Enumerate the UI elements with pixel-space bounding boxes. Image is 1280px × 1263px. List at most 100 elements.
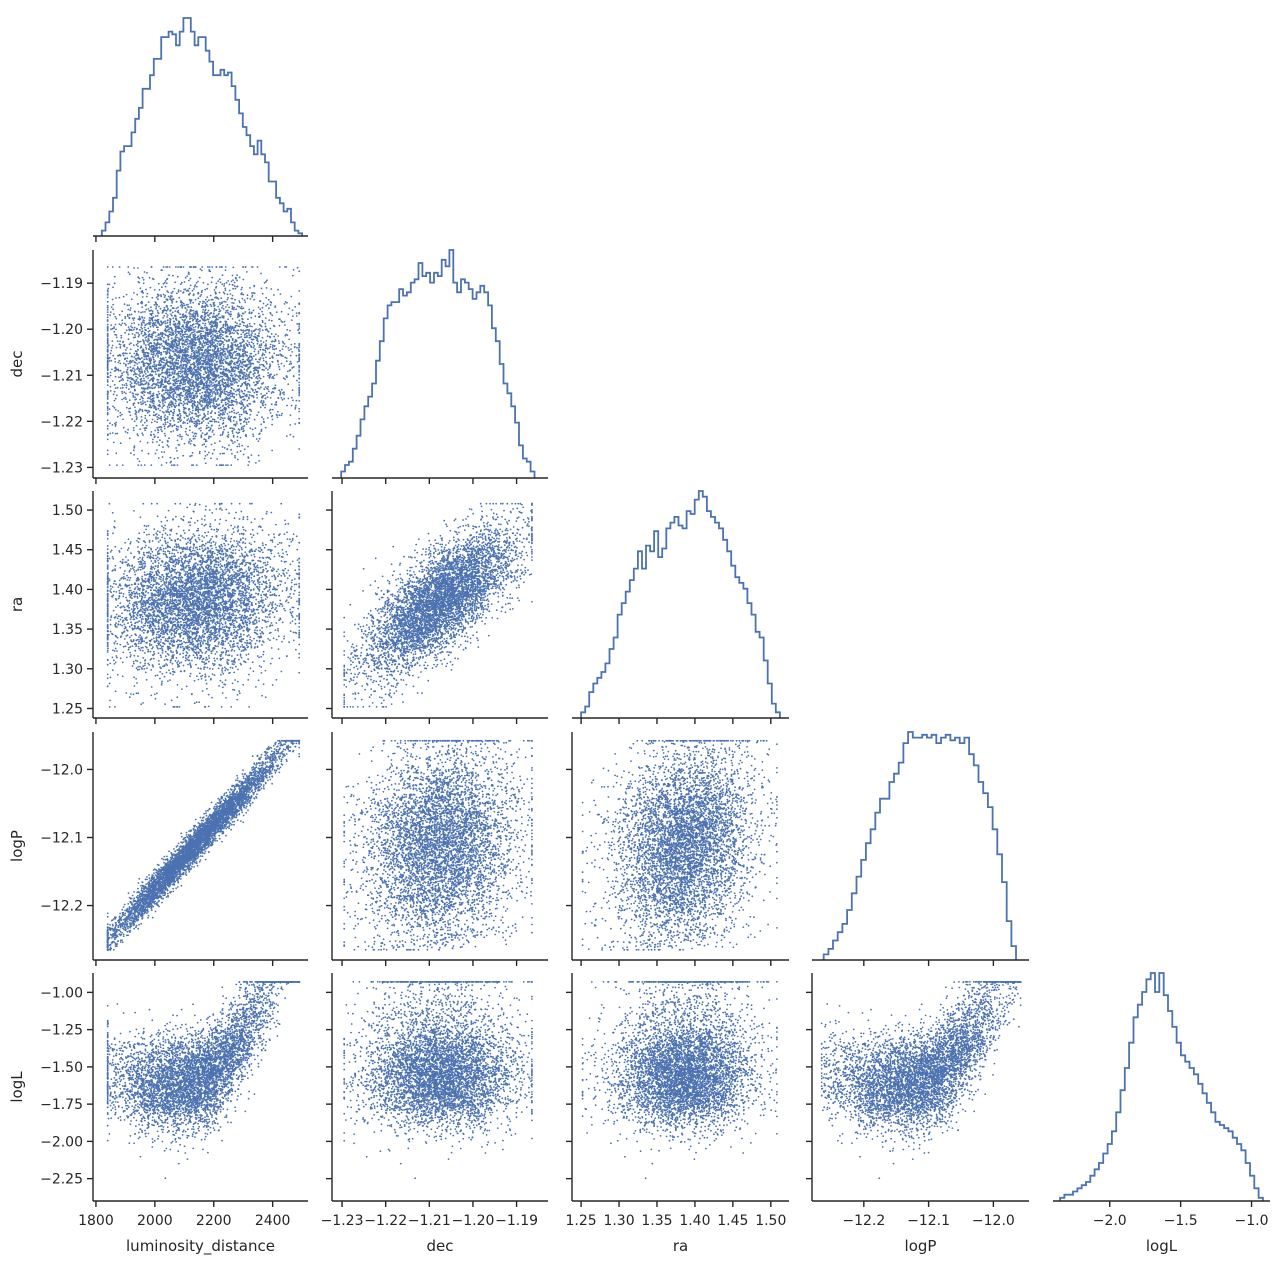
- scatter-point: [211, 266, 213, 268]
- scatter-point: [258, 352, 260, 354]
- scatter-point: [192, 432, 194, 434]
- scatter-point: [122, 387, 124, 389]
- scatter-point: [126, 329, 128, 331]
- scatter-point: [130, 452, 132, 454]
- scatter-point: [298, 290, 300, 292]
- scatter-point: [142, 296, 144, 298]
- scatter-point: [235, 288, 237, 290]
- scatter-point: [248, 332, 250, 334]
- scatter-point: [144, 464, 146, 466]
- scatter-point: [165, 323, 167, 325]
- scatter-point: [227, 304, 229, 306]
- scatter-point: [157, 337, 159, 339]
- scatter-point: [244, 301, 246, 303]
- scatter-point: [128, 326, 130, 328]
- scatter-point: [273, 353, 275, 355]
- scatter-point: [255, 389, 257, 391]
- scatter-point: [124, 384, 126, 386]
- scatter-point: [175, 335, 177, 337]
- scatter-point: [189, 455, 191, 457]
- scatter-point: [253, 355, 255, 357]
- scatter-point: [270, 344, 272, 346]
- scatter-point: [287, 383, 289, 385]
- scatter-point: [164, 389, 166, 391]
- scatter-point: [200, 427, 202, 429]
- scatter-point: [124, 303, 126, 305]
- scatter-point: [271, 450, 273, 452]
- scatter-point: [202, 311, 204, 313]
- scatter-point: [262, 320, 264, 322]
- scatter-point: [298, 346, 300, 348]
- scatter-point: [107, 316, 109, 318]
- scatter-point: [277, 289, 279, 291]
- scatter-point: [142, 424, 144, 426]
- scatter-point: [184, 305, 186, 307]
- scatter-point: [177, 377, 179, 379]
- scatter-point: [202, 302, 204, 304]
- scatter-point: [145, 404, 147, 406]
- scatter-point: [161, 407, 163, 409]
- scatter-point: [115, 329, 117, 331]
- scatter-panel-dec-vs-luminosity_distance: [107, 266, 300, 466]
- scatter-point: [255, 354, 257, 356]
- scatter-point: [208, 299, 210, 301]
- scatter-point: [269, 352, 271, 354]
- scatter-point: [287, 398, 289, 400]
- scatter-point: [219, 440, 221, 442]
- scatter-point: [248, 342, 250, 344]
- scatter-point: [225, 301, 227, 303]
- scatter-point: [167, 337, 169, 339]
- scatter-point: [236, 394, 238, 396]
- scatter-point: [250, 317, 252, 319]
- scatter-point: [172, 275, 174, 277]
- scatter-point: [263, 376, 265, 378]
- scatter-point: [152, 324, 154, 326]
- scatter-point: [272, 409, 274, 411]
- scatter-point: [298, 395, 300, 397]
- scatter-point: [192, 452, 194, 454]
- scatter-point: [110, 352, 112, 354]
- scatter-point: [136, 363, 138, 365]
- scatter-point: [260, 349, 262, 351]
- scatter-point: [113, 394, 115, 396]
- scatter-point: [272, 388, 274, 390]
- scatter-point: [261, 311, 263, 313]
- scatter-point: [116, 464, 118, 466]
- scatter-point: [238, 380, 240, 382]
- scatter-point: [158, 457, 160, 459]
- scatter-point: [141, 419, 143, 421]
- scatter-point: [126, 304, 128, 306]
- scatter-point: [218, 421, 220, 423]
- scatter-point: [137, 382, 139, 384]
- scatter-point: [234, 457, 236, 459]
- scatter-point: [200, 294, 202, 296]
- scatter-point: [208, 436, 210, 438]
- scatter-point: [115, 433, 117, 435]
- scatter-point: [249, 287, 251, 289]
- scatter-point: [179, 436, 181, 438]
- scatter-point: [192, 416, 194, 418]
- scatter-point: [127, 374, 129, 376]
- scatter-point: [265, 367, 267, 369]
- scatter-point: [260, 357, 262, 359]
- scatter-point: [194, 329, 196, 331]
- scatter-point: [191, 455, 193, 457]
- scatter-point: [112, 308, 114, 310]
- scatter-point: [220, 427, 222, 429]
- scatter-point: [234, 282, 236, 284]
- scatter-point: [290, 348, 292, 350]
- scatter-point: [110, 372, 112, 374]
- scatter-point: [212, 393, 214, 395]
- scatter-point: [107, 291, 109, 293]
- scatter-point: [178, 297, 180, 299]
- scatter-point: [107, 439, 109, 441]
- scatter-point: [227, 403, 229, 405]
- scatter-point: [271, 314, 273, 316]
- scatter-point: [132, 317, 134, 319]
- scatter-point: [220, 350, 222, 352]
- scatter-point: [162, 446, 164, 448]
- scatter-point: [181, 282, 183, 284]
- scatter-point: [260, 406, 262, 408]
- scatter-point: [298, 384, 300, 386]
- scatter-point: [217, 417, 219, 419]
